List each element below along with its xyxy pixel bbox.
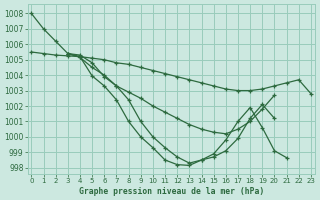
X-axis label: Graphe pression niveau de la mer (hPa): Graphe pression niveau de la mer (hPa) — [78, 187, 264, 196]
